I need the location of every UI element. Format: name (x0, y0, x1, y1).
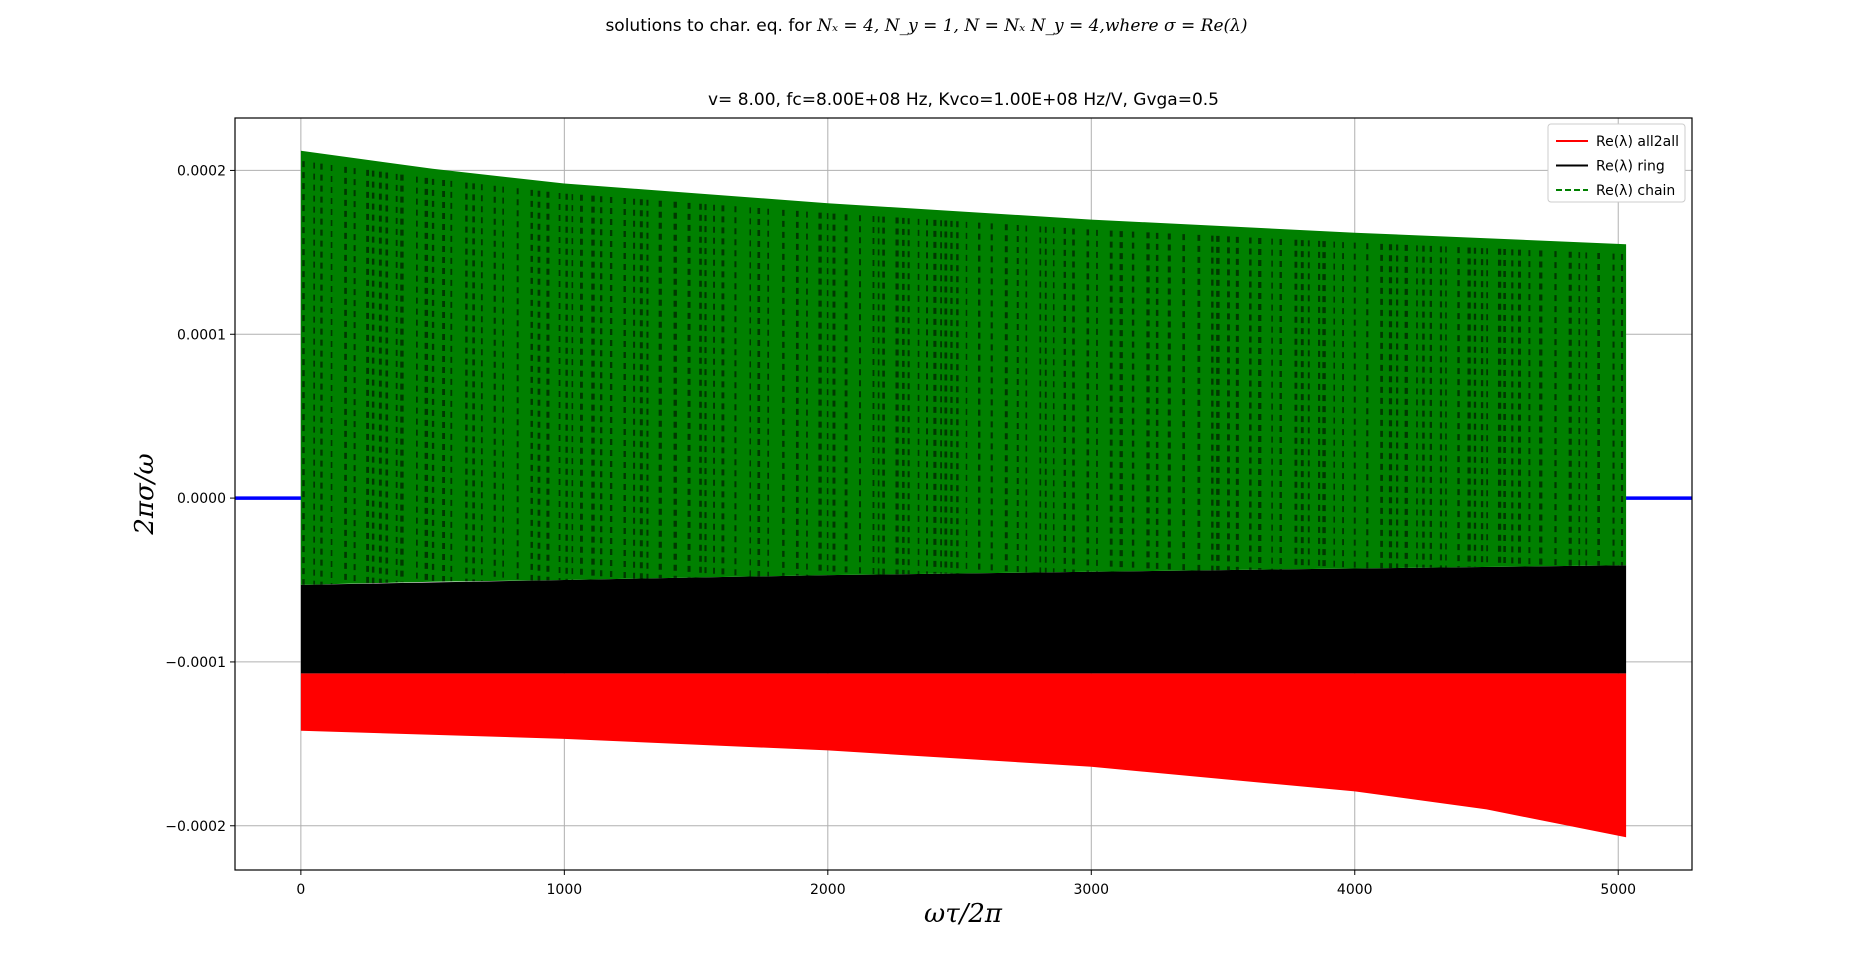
x-axis-label: ωτ/2π (924, 899, 1003, 929)
legend-label: Re(λ) ring (1596, 159, 1665, 175)
series-band-re-all2all (300, 673, 1627, 838)
y-axis-label: 2πσ/ω (130, 453, 160, 535)
chart-title: v= 8.00, fc=8.00E+08 Hz, Kvco=1.00E+08 H… (708, 90, 1219, 110)
x-tick-label: 5000 (1600, 882, 1636, 898)
chain-dash-stripes (302, 161, 1624, 585)
y-tick-label: 0.0001 (177, 327, 226, 343)
series-band-re-chain (300, 150, 1627, 585)
x-tick-label: 4000 (1337, 882, 1373, 898)
suptitle-prefix: solutions to char. eq. for (605, 16, 818, 36)
y-tick-label: 0.0000 (177, 491, 226, 507)
x-tick-label: 1000 (547, 882, 583, 898)
x-tick-label: 0 (296, 882, 305, 898)
x-tick-label: 2000 (810, 882, 846, 898)
series-band-re-ring (300, 565, 1627, 674)
legend-label: Re(λ) all2all (1596, 134, 1679, 150)
y-tick-label: −0.0001 (165, 655, 226, 671)
y-tick-label: 0.0002 (177, 163, 226, 179)
suptitle-math: Nₓ = 4, N_y = 1, N = Nₓ N_y = 4,where σ … (817, 16, 1248, 36)
tick-layer: 0 1000 2000 3000 4000 5000 0.0002 0.0001 0.0000 −… (165, 163, 1636, 898)
legend-label: Re(λ) chain (1596, 183, 1675, 199)
area-layer (235, 150, 1692, 838)
legend-box (1547, 123, 1686, 203)
x-tick-label: 3000 (1073, 882, 1109, 898)
y-tick-label: −0.0002 (165, 819, 226, 835)
figure-suptitle: solutions to char. eq. for Nₓ = 4, N_y =… (0, 16, 1853, 36)
legend: Re(λ) all2all Re(λ) ring Re(λ) chain (1547, 123, 1686, 203)
plot-frame (234, 117, 1693, 871)
